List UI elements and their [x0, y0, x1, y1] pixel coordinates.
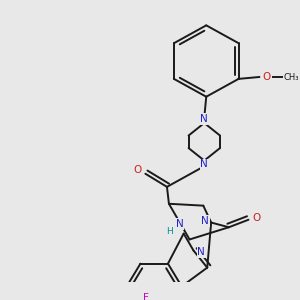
Text: CH₃: CH₃	[284, 73, 299, 82]
Text: O: O	[252, 213, 260, 223]
Text: N: N	[197, 248, 205, 257]
Text: O: O	[262, 72, 270, 82]
Text: H: H	[167, 227, 173, 236]
Text: O: O	[134, 165, 142, 175]
Text: N: N	[201, 216, 209, 226]
Text: N: N	[200, 159, 208, 169]
Text: N: N	[176, 219, 184, 229]
Text: F: F	[143, 293, 149, 300]
Text: N: N	[200, 114, 208, 124]
